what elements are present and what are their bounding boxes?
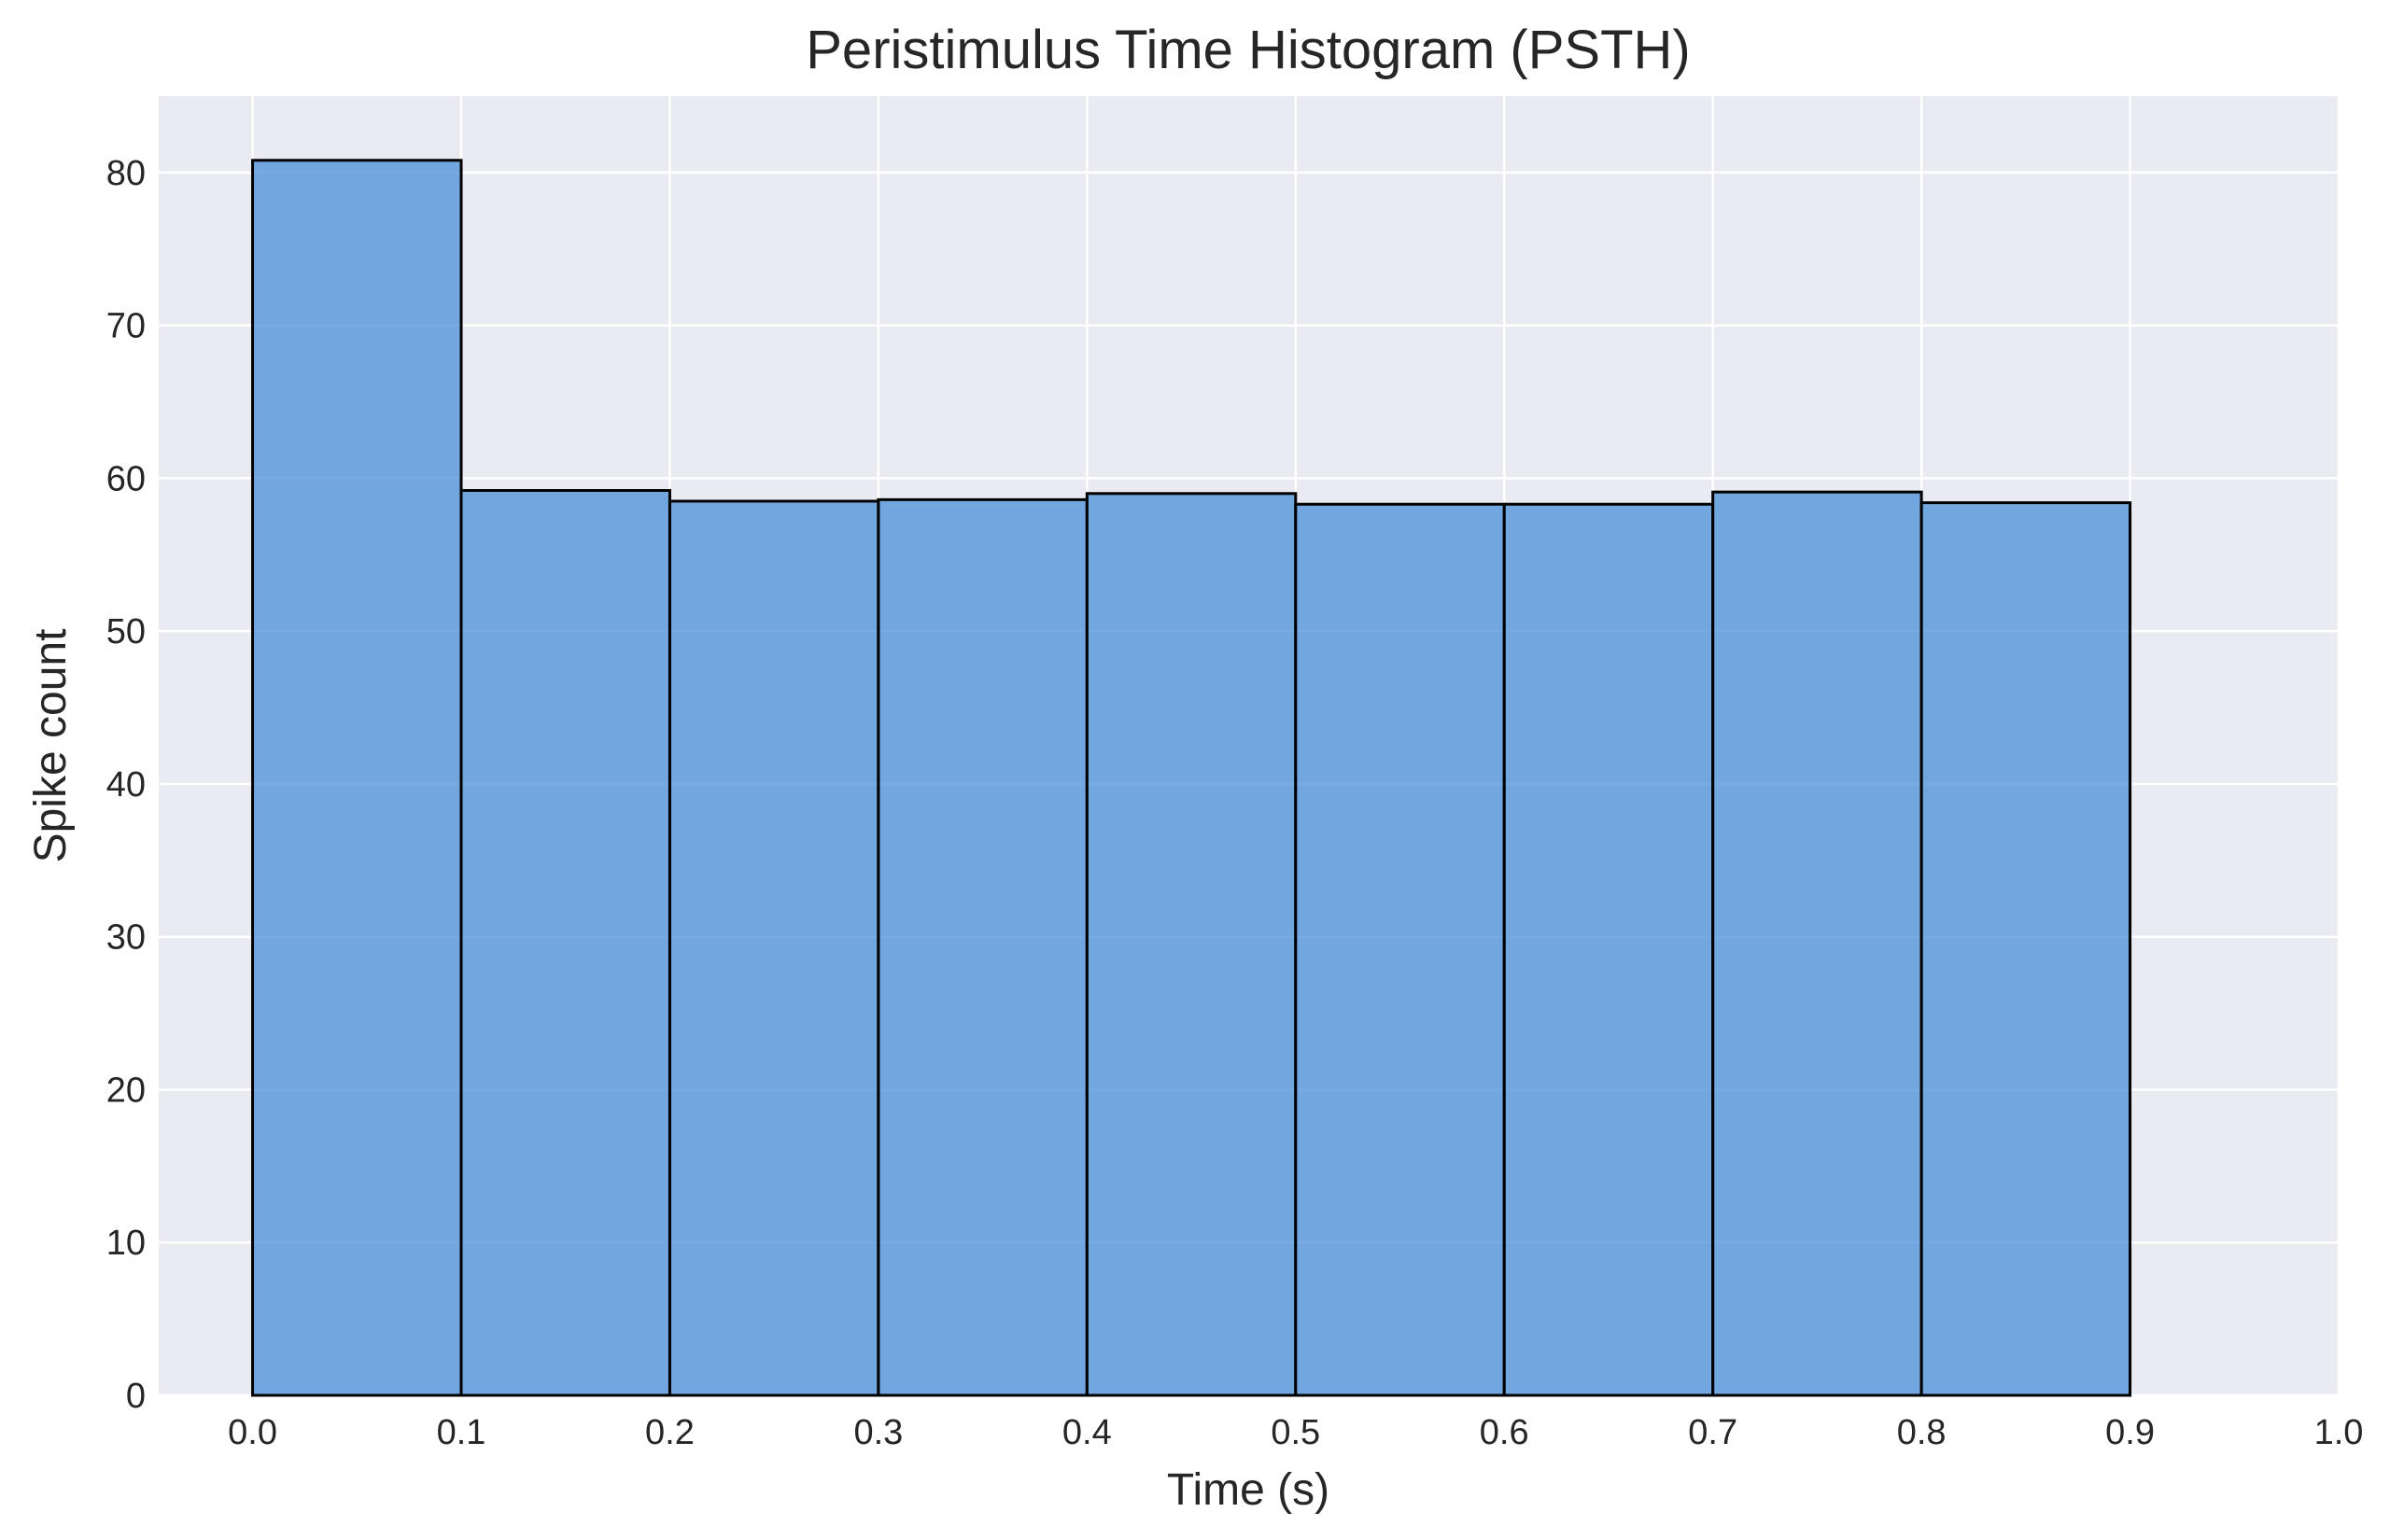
y-tick-label: 0 [126, 1377, 146, 1416]
histogram-bars [251, 159, 2132, 1397]
x-axis-label: Time (s) [1167, 1465, 1329, 1515]
x-tick-label: 0.5 [1271, 1413, 1320, 1452]
histogram-bar [1294, 502, 1506, 1397]
chart-title: Peristimulus Time Histogram (PSTH) [806, 20, 1690, 80]
x-tick-label: 0.3 [853, 1413, 903, 1452]
histogram-bar [877, 497, 1089, 1397]
y-tick-label: 20 [106, 1071, 146, 1110]
x-tick-label: 0.2 [645, 1413, 695, 1452]
histogram-bar [1919, 501, 2132, 1397]
y-axis-ticks: 0 10 20 30 40 50 60 70 80 [106, 154, 146, 1416]
y-axis-label: Spike count [26, 629, 76, 863]
y-tick-label: 40 [106, 765, 146, 805]
y-tick-label: 30 [106, 918, 146, 958]
x-tick-label: 0.1 [437, 1413, 486, 1452]
y-tick-label: 50 [106, 612, 146, 651]
histogram-bar [1711, 490, 1923, 1397]
histogram-bar [1085, 492, 1298, 1397]
x-tick-label: 1.0 [2314, 1413, 2364, 1452]
histogram-bar [251, 159, 463, 1397]
y-tick-label: 70 [106, 307, 146, 346]
x-tick-label: 0.8 [1897, 1413, 1947, 1452]
x-tick-label: 0.9 [2105, 1413, 2155, 1452]
histogram-bar [1502, 502, 1715, 1397]
y-tick-label: 60 [106, 459, 146, 498]
y-tick-label: 10 [106, 1224, 146, 1263]
x-axis-ticks: 0.0 0.1 0.2 0.3 0.4 0.5 0.6 0.7 0.8 0.9 1.0 [228, 1413, 2363, 1452]
y-tick-label: 80 [106, 154, 146, 193]
x-tick-label: 0.0 [228, 1413, 277, 1452]
histogram-bar [459, 489, 671, 1397]
x-tick-label: 0.6 [1480, 1413, 1529, 1452]
x-tick-label: 0.4 [1062, 1413, 1112, 1452]
x-tick-label: 0.7 [1688, 1413, 1737, 1452]
histogram-bar [668, 499, 880, 1397]
